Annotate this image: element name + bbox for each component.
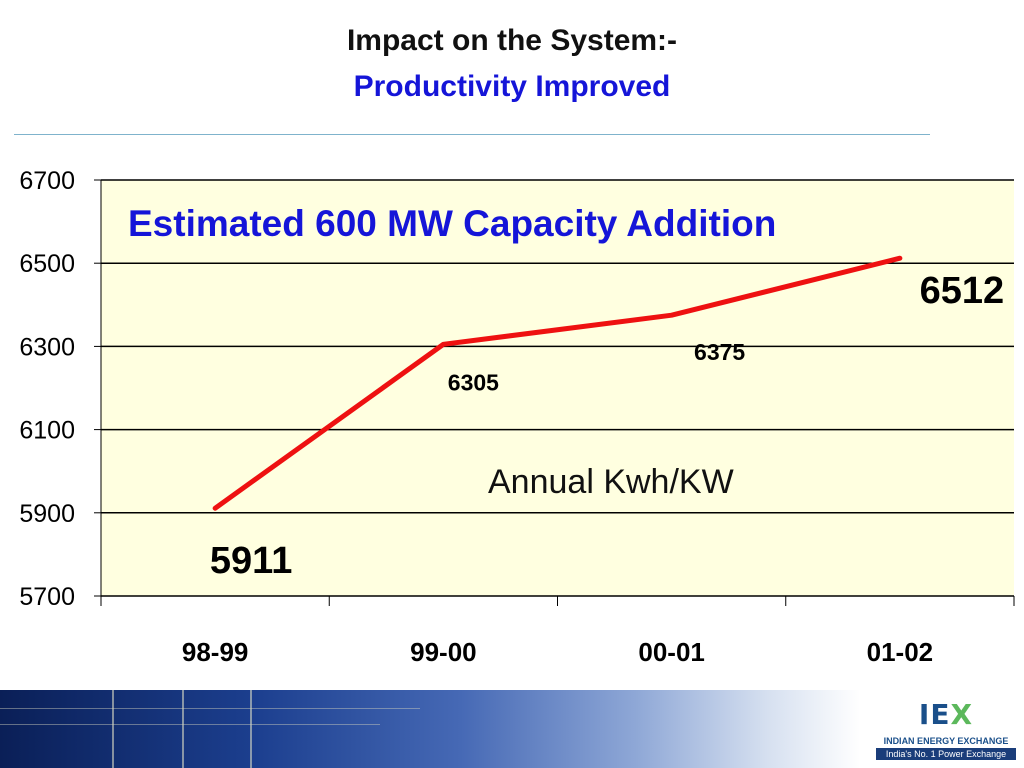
iex-logo: IEX INDIAN ENERGY EXCHANGE India's No. 1… (876, 696, 1016, 764)
slide-subtitle: Productivity Improved (353, 70, 671, 103)
y-tick-label: 6500 (19, 250, 75, 278)
y-tick-label: 6100 (19, 417, 75, 445)
series-annotation: Annual Kwh/KW (488, 463, 734, 501)
data-labels: 5911 6305 6375 6512 (210, 270, 1004, 582)
power-line-graphic (0, 708, 420, 709)
x-tick-label: 99-00 (410, 637, 477, 667)
power-tower-graphic (250, 690, 252, 768)
data-label: 6375 (694, 339, 745, 365)
power-line-graphic (0, 724, 380, 725)
x-tick-label: 01-02 (867, 637, 934, 667)
power-tower-graphic (112, 690, 114, 768)
data-label: 6512 (920, 270, 1005, 312)
x-tick-label: 98-99 (182, 637, 249, 667)
x-axis: 98-99 99-00 00-01 01-02 (100, 595, 1015, 667)
x-tick-label: 00-01 (638, 637, 705, 667)
footer-banner (0, 690, 1024, 768)
y-tick-label: 5700 (19, 583, 75, 611)
data-label: 6305 (448, 369, 499, 395)
productivity-line-chart: 5700 5900 6100 6300 6500 6700 98-99 99-00 00-01… (19, 167, 1015, 667)
y-tick-label: 5900 (19, 500, 75, 528)
series-line (212, 255, 903, 511)
slide-title: Impact on the System:- (346, 24, 678, 57)
power-tower-graphic (182, 690, 184, 768)
chart-headline: Estimated 600 MW Capacity Addition (128, 203, 776, 244)
logo-company-name: INDIAN ENERGY EXCHANGE (883, 736, 1009, 746)
y-tick-label: 6700 (19, 167, 75, 195)
logo-tagline: India's No. 1 Power Exchange (876, 748, 1016, 760)
title-divider (14, 134, 930, 135)
grid-lines (101, 179, 1014, 514)
logo-mark: IEX (918, 698, 974, 731)
y-axis: 5700 5900 6100 6300 6500 6700 (19, 167, 102, 611)
data-label: 5911 (210, 540, 292, 582)
y-tick-label: 6300 (19, 333, 75, 361)
series-lines (212, 255, 903, 511)
plot-area (101, 180, 1014, 596)
